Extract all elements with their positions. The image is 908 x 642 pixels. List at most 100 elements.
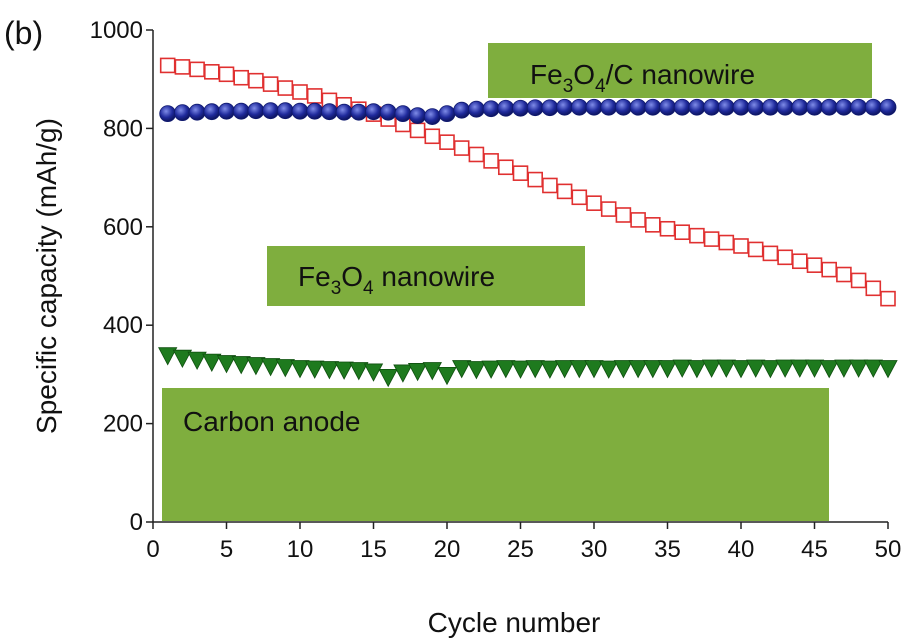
fe3o4c-point bbox=[835, 98, 853, 116]
fe3o4c-point bbox=[423, 108, 441, 125]
fe3o4c-point bbox=[879, 98, 897, 116]
fe3o4-point bbox=[204, 64, 220, 80]
fe3o4-point bbox=[556, 183, 573, 200]
fe3o4c-point bbox=[394, 105, 412, 123]
carbon-point bbox=[466, 361, 487, 380]
fe3o4c-point bbox=[335, 103, 353, 121]
fe3o4-point bbox=[586, 195, 602, 211]
carbon-point bbox=[613, 360, 634, 379]
data-marks bbox=[158, 57, 898, 388]
fe3o4c-point bbox=[556, 98, 573, 116]
fe3o4-point bbox=[806, 257, 823, 273]
fe3o4c-point bbox=[747, 98, 765, 116]
fe3o4c-point bbox=[526, 99, 544, 117]
fe3o4c-point bbox=[262, 102, 280, 120]
fe3o4-point bbox=[424, 128, 441, 145]
fe3o4c-point bbox=[276, 102, 294, 120]
carbon-point bbox=[260, 358, 281, 377]
fe3o4-point bbox=[689, 227, 705, 244]
fe3o4-point bbox=[468, 146, 485, 163]
carbon-point bbox=[187, 351, 207, 370]
fe3o4-point bbox=[174, 59, 191, 75]
carbon-point bbox=[569, 360, 589, 379]
carbon-label: Carbon anode bbox=[183, 406, 360, 437]
carbon-point bbox=[158, 347, 178, 366]
fe3o4c-point bbox=[409, 107, 427, 125]
fe3o4-point bbox=[630, 212, 646, 228]
fe3o4-point bbox=[453, 140, 470, 156]
carbon-point bbox=[378, 368, 398, 388]
y-tick-label: 1000 bbox=[90, 17, 143, 44]
fe3o4-point bbox=[248, 72, 264, 89]
fe3o4-point bbox=[512, 165, 529, 181]
fe3o4-point bbox=[644, 217, 661, 233]
fe3o4-point bbox=[762, 245, 779, 262]
fe3o4c-point bbox=[644, 98, 662, 116]
fe3o4-point bbox=[659, 220, 676, 237]
carbon-point bbox=[716, 359, 736, 378]
carbon-point bbox=[701, 359, 722, 378]
carbon-point bbox=[422, 362, 442, 381]
fe3o4c-point bbox=[467, 100, 485, 118]
fe3o4c-point bbox=[850, 98, 867, 116]
fe3o4c-point bbox=[864, 98, 882, 116]
y-axis-title: Specific capacity (mAh/g) bbox=[31, 118, 62, 434]
carbon-point bbox=[216, 355, 237, 374]
fe3o4-point bbox=[703, 231, 720, 247]
carbon-point bbox=[878, 360, 898, 379]
fe3o4-point bbox=[409, 122, 426, 139]
fe3o4c-point bbox=[453, 101, 471, 119]
y-tick-label: 200 bbox=[103, 411, 143, 438]
x-tick-label: 5 bbox=[220, 536, 233, 563]
fe3o4c-point bbox=[291, 102, 309, 120]
fe3o4c-point bbox=[173, 104, 191, 122]
carbon-point bbox=[275, 359, 295, 378]
fe3o4-point bbox=[718, 234, 735, 251]
carbon-point bbox=[599, 360, 619, 379]
fe3o4-point bbox=[233, 69, 249, 86]
fe3o4c-point bbox=[306, 102, 324, 120]
y-tick-label: 400 bbox=[103, 312, 143, 339]
carbon-point bbox=[202, 353, 222, 372]
fe3o4-point bbox=[189, 61, 205, 78]
fe3o4-point bbox=[542, 177, 558, 194]
fe3o4-point bbox=[483, 153, 499, 169]
x-tick-label: 30 bbox=[581, 536, 608, 563]
panel-label: (b) bbox=[4, 15, 43, 51]
fe3o4-point bbox=[865, 280, 882, 297]
fe3o4-point bbox=[292, 84, 308, 100]
carbon-point bbox=[584, 360, 604, 379]
fe3o4c-point bbox=[806, 98, 823, 116]
fe3o4c-point bbox=[703, 98, 720, 116]
fe3o4c-point bbox=[482, 100, 500, 118]
carbon-point bbox=[775, 359, 795, 378]
y-tick-label: 0 bbox=[130, 509, 143, 536]
fe3o4c-point bbox=[320, 103, 338, 121]
fe3o4-label: Fe3O4 nanowire bbox=[298, 261, 495, 299]
fe3o4c-point bbox=[541, 99, 559, 117]
fe3o4c-point bbox=[732, 98, 750, 116]
fe3o4c-point bbox=[512, 99, 529, 117]
x-axis-title: Cycle number bbox=[428, 607, 601, 638]
fe3o4-point bbox=[850, 272, 867, 289]
fe3o4-point bbox=[674, 224, 691, 241]
fe3o4c-point bbox=[791, 98, 809, 116]
fe3o4-point bbox=[159, 57, 176, 74]
x-tick-label: 35 bbox=[654, 536, 681, 563]
carbon-point bbox=[363, 363, 384, 382]
fe3o4c-point bbox=[247, 102, 265, 120]
carbon-point bbox=[672, 359, 692, 378]
fe3o4c-point bbox=[497, 99, 515, 117]
carbon-point bbox=[349, 362, 369, 381]
fe3o4-point bbox=[497, 159, 514, 176]
y-tick-label: 800 bbox=[103, 115, 143, 142]
fe3o4c-point bbox=[717, 98, 735, 116]
fe3o4-point bbox=[733, 238, 749, 254]
fe3o4c-point bbox=[438, 105, 456, 123]
fe3o4-point bbox=[439, 134, 455, 150]
fe3o4c-point bbox=[600, 98, 618, 116]
x-tick-label: 45 bbox=[801, 536, 828, 563]
carbon-point bbox=[334, 361, 354, 380]
carbon-point bbox=[172, 349, 193, 369]
